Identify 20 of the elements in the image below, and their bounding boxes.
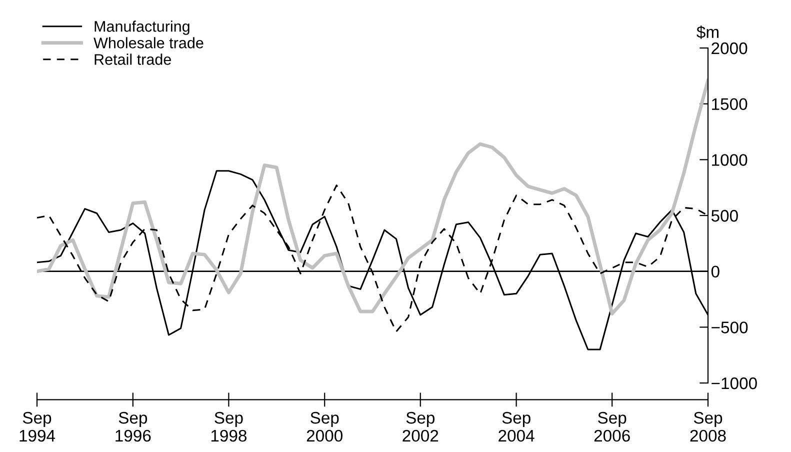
- x-tick-label: Sep 1996: [116, 412, 151, 442]
- y-axis-title: $m: [696, 26, 718, 39]
- legend-label: Manufacturing: [94, 20, 190, 35]
- line-series: [37, 78, 708, 316]
- y-tick-label: −1000: [712, 377, 757, 390]
- x-tick-label: Sep 2008: [690, 412, 726, 442]
- legend-label: Retail trade: [94, 54, 171, 65]
- x-tick-label: Sep 2000: [306, 412, 342, 442]
- x-tick-label: Sep 1998: [211, 412, 247, 442]
- x-tick-label: Sep 2004: [498, 412, 534, 442]
- y-tick-label: 0: [711, 266, 720, 278]
- y-tick-label: −500: [712, 322, 748, 334]
- x-tick-label: Sep 2006: [594, 412, 630, 442]
- x-tick-label: Sep 1994: [20, 412, 56, 442]
- x-tick-label: Sep 2002: [402, 412, 438, 442]
- y-tick-label: 1000: [712, 154, 748, 166]
- y-tick-label: 1500: [712, 98, 748, 110]
- legend-label: Wholesale trade: [94, 37, 204, 48]
- y-tick-label: 500: [711, 210, 738, 222]
- y-tick-label: 2000: [712, 42, 748, 54]
